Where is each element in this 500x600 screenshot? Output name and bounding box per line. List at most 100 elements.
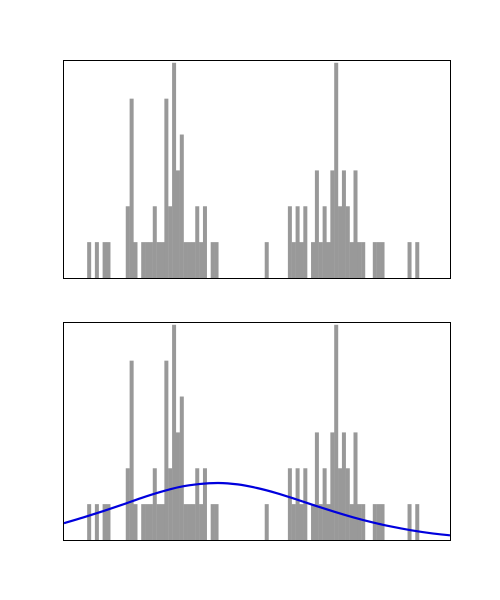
bottom-histogram-bar-12 [160,504,165,540]
top-histogram-bar-32 [311,242,316,278]
bottom-histogram-bar-50 [415,504,420,540]
bottom-histogram-bar-4 [125,468,130,540]
top-histogram-bar-15 [172,62,177,278]
bottom-histogram-bar-39 [338,468,343,540]
bottom-histogram-bar-38 [334,324,339,540]
top-histogram-bar-42 [349,242,354,278]
top-histogram-bar-12 [160,242,165,278]
top-histogram-bar-3 [106,242,111,278]
bottom-histogram-bar-7 [141,504,146,540]
top-histogram-bar-49 [407,242,412,278]
top-histogram-bar-43 [353,170,358,278]
top-histogram-bar-39 [338,206,343,278]
bottom-histogram-bar-21 [195,468,200,540]
top-histogram-bar-47 [376,242,381,278]
bottom-histogram-bar-19 [187,504,192,540]
bottom-histogram-bar-22 [199,504,204,540]
density-curve [63,481,451,537]
bottom-histogram-bar-3 [106,504,111,540]
bottom-histogram-bar-23 [202,468,207,540]
bottom-histogram-bar-11 [156,504,161,540]
bottom-histogram-bar-5 [129,360,134,540]
bottom-histogram-bar-2 [102,504,107,540]
bottom-histogram-bar-34 [318,504,323,540]
top-histogram-bar-9 [148,242,153,278]
top-histogram-bar-11 [156,242,161,278]
top-histogram-bar-45 [361,242,366,278]
top-histogram-bar-6 [133,242,138,278]
top-histogram-bar-22 [199,242,204,278]
histogram-bottom-frame [63,322,451,541]
bottom-histogram-bar-37 [330,432,335,540]
bottom-histogram-bar-24 [210,504,215,540]
bottom-histogram-bar-42 [349,504,354,540]
bottom-histogram-bar-40 [341,432,346,540]
bottom-histogram-bar-49 [407,504,412,540]
bottom-histogram-bar-41 [345,468,350,540]
histogram-top-frame [63,60,451,279]
top-histogram-bar-29 [295,206,300,278]
bottom-histogram-bar-13 [164,360,169,540]
top-histogram-bar-38 [334,62,339,278]
bottom-histogram-bar-35 [322,468,327,540]
top-histogram-bar-50 [415,242,420,278]
bottom-histogram-bar-14 [168,468,173,540]
bottom-histogram-bar-36 [326,504,331,540]
top-histogram-bar-37 [330,170,335,278]
bottom-histogram-bar-27 [287,468,292,540]
bottom-histogram-bar-9 [148,504,153,540]
bottom-histogram-bar-43 [353,432,358,540]
top-histogram-bar-14 [168,206,173,278]
top-histogram-bar-28 [291,242,296,278]
top-histogram-bar-1 [94,242,99,278]
bottom-histogram-bar-10 [152,468,157,540]
top-histogram-bar-16 [175,170,180,278]
top-histogram-bar-10 [152,206,157,278]
bottom-histogram-bar-0 [87,504,92,540]
top-histogram-bar-26 [264,242,269,278]
bottom-histogram-bar-20 [191,504,196,540]
top-histogram-bar-27 [287,206,292,278]
top-histogram-bar-7 [141,242,146,278]
top-histogram-bar-17 [179,134,184,278]
bottom-histogram-bar-18 [183,504,188,540]
bottom-histogram-bar-8 [145,504,150,540]
bottom-histogram-bar-33 [314,432,319,540]
top-histogram-bar-23 [202,206,207,278]
top-histogram-bar-36 [326,242,331,278]
bottom-histogram-bar-26 [264,504,269,540]
bottom-histogram-bar-47 [376,504,381,540]
bottom-histogram-bar-48 [380,504,385,540]
bottom-histogram-bar-17 [179,396,184,540]
top-histogram-bar-19 [187,242,192,278]
top-histogram-bar-46 [372,242,377,278]
bottom-histogram-bar-30 [299,504,304,540]
top-histogram-bar-24 [210,242,215,278]
top-histogram-bar-21 [195,206,200,278]
bottom-histogram-bar-45 [361,504,366,540]
top-histogram-bar-8 [145,242,150,278]
histogram-bottom-axes [63,322,451,541]
top-histogram-bar-34 [318,242,323,278]
top-histogram-bar-33 [314,170,319,278]
bottom-histogram-bar-25 [214,504,219,540]
bottom-histogram-bar-44 [357,504,362,540]
top-histogram-bar-18 [183,242,188,278]
bottom-histogram-bar-6 [133,504,138,540]
bottom-histogram-bar-15 [172,324,177,540]
top-histogram-bar-44 [357,242,362,278]
top-histogram-bar-20 [191,242,196,278]
top-histogram-bar-35 [322,206,327,278]
top-histogram-bar-30 [299,242,304,278]
histogram-top-bars [87,62,420,278]
top-histogram-bar-0 [87,242,92,278]
top-histogram-bar-31 [303,206,308,278]
bottom-histogram-bar-31 [303,468,308,540]
bottom-histogram-bar-28 [291,504,296,540]
top-histogram-bar-13 [164,98,169,278]
bottom-histogram-bar-1 [94,504,99,540]
top-histogram-bar-4 [125,206,130,278]
top-histogram-bar-5 [129,98,134,278]
bottom-histogram-bar-32 [311,504,316,540]
